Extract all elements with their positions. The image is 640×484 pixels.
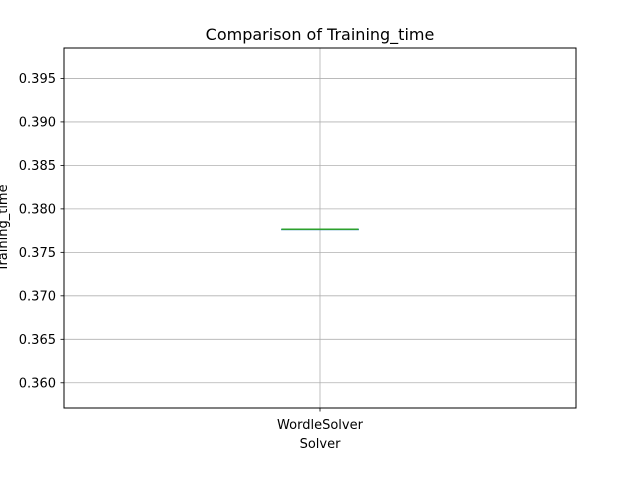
y-tick-label: 0.365: [19, 333, 56, 348]
y-tick-label: 0.390: [19, 115, 56, 130]
y-tick-label: 0.395: [19, 72, 56, 87]
y-axis-label: Training_time: [0, 184, 11, 272]
y-tick-label: 0.380: [19, 202, 56, 217]
y-tick-label: 0.360: [19, 376, 56, 391]
y-tick-label: 0.385: [19, 159, 56, 174]
tick-layer: 0.360 0.365 0.370 0.375 0.380 0.385 0.390 0.395…: [19, 72, 364, 433]
y-tick-label: 0.375: [19, 246, 56, 261]
x-tick-label: WordleSolver: [277, 418, 364, 433]
x-axis-label: Solver: [300, 437, 342, 452]
y-tick-label: 0.370: [19, 289, 56, 304]
chart-title: Comparison of Training_time: [206, 25, 435, 45]
box-layer: [281, 228, 359, 231]
grid-layer: [64, 48, 576, 408]
